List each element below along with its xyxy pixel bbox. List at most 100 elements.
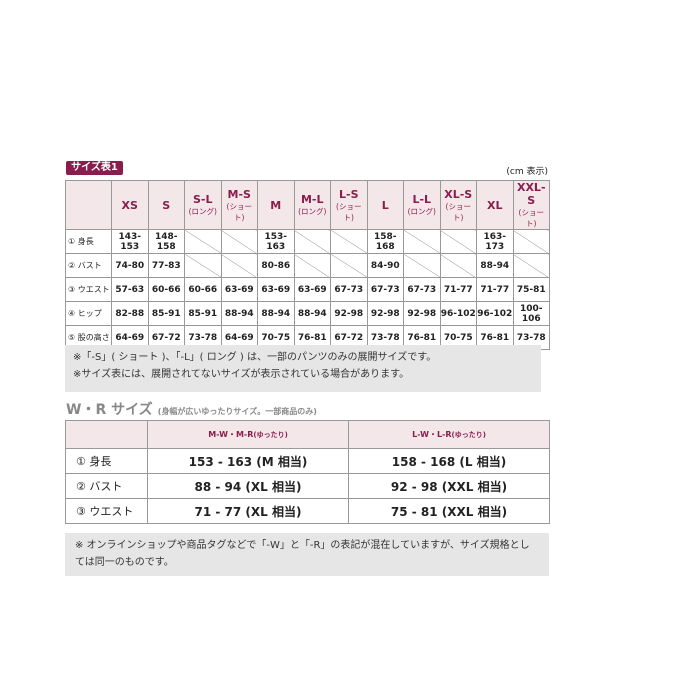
header-label: XL — [487, 198, 503, 212]
header-label: L-W・L-R — [412, 430, 452, 439]
header-label: M-W・M-R — [208, 430, 254, 439]
row: ④ ヒップ 82-88 85-91 85-91 88-94 88-94 88-94 92-98… — [65, 301, 550, 326]
cell: 85-91 — [147, 301, 185, 326]
cell: 74-80 — [111, 253, 149, 278]
cell: 88-94 — [476, 253, 514, 278]
cell: 88-94 — [220, 301, 258, 326]
header-cell: M-S (ショート) — [220, 180, 258, 230]
header-sub: (ショート) — [518, 208, 544, 228]
note-line: ※「-S」( ショート )、「-L」( ロング ) は、一部のパンツのみの展開サ… — [73, 352, 437, 363]
row: ② バスト 74-80 77-83 80-86 84-90 88-94 — [65, 253, 550, 278]
cell: 71-77 — [439, 277, 477, 302]
header-label: XS — [121, 198, 138, 212]
header-cell: L-L (ロング) — [403, 180, 441, 230]
header-row: XS S S-L (ロング) M-S (ショート) M M-L (ロング) L-S (ショート) L L… — [65, 180, 550, 230]
header-sub: (ロング) — [298, 207, 327, 216]
cell: 148-158 — [147, 229, 185, 254]
cell: 67-73 — [330, 277, 368, 302]
cell: 67-73 — [403, 277, 441, 302]
empty-cell — [293, 229, 331, 254]
cell: 75 - 81 (XXL 相当) — [348, 498, 550, 524]
cell: 77-83 — [147, 253, 185, 278]
empty-cell — [403, 253, 441, 278]
cell: 71-77 — [476, 277, 514, 302]
cell: 88 - 94 (XL 相当) — [147, 473, 349, 499]
empty-cell — [439, 229, 477, 254]
header-label: S-L — [193, 193, 213, 206]
unit: (cm 表示) — [506, 167, 548, 177]
header-label: M-S — [227, 187, 251, 201]
size-table: XS S S-L (ロング) M-S (ショート) M M-L (ロング) L-S (ショート) L L… — [65, 180, 550, 350]
empty-cell — [220, 253, 258, 278]
section-subtitle: (身幅が広いゆったりサイズ。一部商品のみ) — [157, 407, 317, 416]
badge: サイズ表1 — [66, 161, 123, 175]
header-cell: S — [147, 180, 185, 230]
header-sub: (ショート) — [226, 201, 252, 222]
empty-cell — [184, 229, 222, 254]
cell: 63-69 — [257, 277, 295, 302]
cell: 85-91 — [184, 301, 222, 326]
header-cell: M-W・M-R(ゆったり) — [147, 420, 349, 449]
header-label: XL-S — [444, 187, 473, 201]
cell: 100-106 — [512, 301, 550, 326]
empty-cell — [512, 253, 550, 278]
empty-cell — [220, 229, 258, 254]
empty-cell — [512, 229, 550, 254]
header-label: S — [162, 198, 171, 212]
section-title: W・R サイズ — [66, 402, 153, 418]
header-sub: (ロング) — [407, 207, 436, 216]
cell: 60-66 — [147, 277, 185, 302]
header-cell: L-W・L-R(ゆったり) — [348, 420, 550, 449]
header-label: L — [381, 198, 389, 212]
corner-cell — [65, 180, 112, 230]
cell: 92-98 — [366, 301, 404, 326]
corner-cell — [65, 420, 148, 449]
cell: 92 - 98 (XXL 相当) — [348, 473, 550, 499]
cell: 158 - 168 (L 相当) — [348, 448, 550, 474]
cell: 63-69 — [293, 277, 331, 302]
row-label: ③ ウエスト — [65, 498, 148, 524]
cell: 163-173 — [476, 229, 514, 254]
header-label: M-L — [300, 193, 324, 206]
wr-table: M-W・M-R(ゆったり) L-W・L-R(ゆったり) ① 身長 153 - 163 … — [65, 420, 550, 524]
header-cell: XL-S (ショート) — [439, 180, 477, 230]
header-row: M-W・M-R(ゆったり) L-W・L-R(ゆったり) — [65, 420, 550, 449]
notes: ※「-S」( ショート )、「-L」( ロング ) は、一部のパンツのみの展開サ… — [65, 345, 541, 392]
cell: 88-94 — [257, 301, 295, 326]
header-label: M — [270, 198, 282, 212]
empty-cell — [184, 253, 222, 278]
row-label: ② バスト — [65, 473, 148, 499]
note-line: ※サイズ表には、展開されてないサイズが表示されている場合があります。 — [73, 369, 410, 380]
cell: 60-66 — [184, 277, 222, 302]
empty-cell — [293, 253, 331, 278]
header-cell: L — [366, 180, 404, 230]
cell: 158-168 — [366, 229, 404, 254]
header-cell: XL — [476, 180, 514, 230]
cell: 96-102 — [476, 301, 514, 326]
cell: 153-163 — [257, 229, 295, 254]
header-label: L-S — [339, 187, 359, 201]
header-sub: (ロング) — [188, 207, 217, 216]
cell: 63-69 — [220, 277, 258, 302]
header-cell: M-L (ロング) — [293, 180, 331, 230]
row: ① 身長 143-153 148-158 153-163 158-168 163-173 — [65, 229, 550, 254]
row: ① 身長 153 - 163 (M 相当) 158 - 168 (L 相当) — [65, 448, 550, 474]
cell: 75-81 — [512, 277, 550, 302]
header-cell: S-L (ロング) — [184, 180, 222, 230]
header-sub: (ゆったり) — [451, 431, 486, 439]
header-sub: (ショート) — [445, 201, 471, 222]
cell: 71 - 77 (XL 相当) — [147, 498, 349, 524]
cell: 67-73 — [366, 277, 404, 302]
row: ③ ウエスト 71 - 77 (XL 相当) 75 - 81 (XXL 相当) — [65, 498, 550, 524]
empty-cell — [439, 253, 477, 278]
cell: 88-94 — [293, 301, 331, 326]
header-label: L-L — [412, 193, 432, 206]
cell: 143-153 — [111, 229, 149, 254]
row: ② バスト 88 - 94 (XL 相当) 92 - 98 (XXL 相当) — [65, 473, 550, 499]
row-label: ③ ウエスト — [65, 277, 112, 302]
empty-cell — [330, 253, 368, 278]
cell: 92-98 — [403, 301, 441, 326]
cell: 80-86 — [257, 253, 295, 278]
header-cell: XXL-S (ショート) — [512, 180, 550, 230]
